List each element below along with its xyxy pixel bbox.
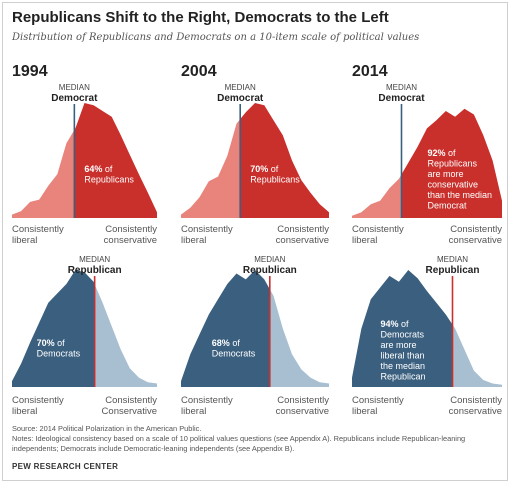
annotation-line: 92% of [428, 148, 457, 158]
panel-republicans-2014: 2014MEDIANDemocratConsistentlyliberalCon… [352, 63, 502, 246]
annotation-line: Democrats [37, 349, 81, 359]
chart-title: Republicans Shift to the Right, Democrat… [12, 9, 389, 26]
axis-end-label: Consistently [277, 224, 329, 235]
area-left-of-median [181, 119, 241, 218]
axis-end-label: conservative [276, 235, 329, 246]
annotation-line: 64% of [84, 164, 113, 174]
year-label: 2004 [181, 63, 217, 80]
median-caption: MEDIAN [225, 83, 256, 92]
panel-democrats-2014: MEDIANRepublicanConsistentlyliberalConsi… [352, 255, 502, 417]
annotation-line: are more [428, 169, 464, 179]
median-label: Republican [243, 265, 297, 276]
axis-end-label: conservative [104, 235, 157, 246]
area-left-of-median [352, 174, 402, 218]
median-caption: MEDIAN [254, 255, 285, 264]
area-right-of-median [269, 289, 329, 387]
figure-frame [2, 2, 508, 481]
annotation-line: 70% of [250, 164, 279, 174]
annotation-text: of [448, 148, 456, 158]
axis-end-label: liberal [352, 235, 377, 246]
annotation-line: than the median [428, 190, 493, 200]
axis-end-label: Consistently [277, 395, 329, 406]
panel-democrats-2004: MEDIANRepublicanConsistentlyliberalConsi… [181, 255, 329, 417]
annotation-line: Republican [381, 372, 426, 382]
median-caption: MEDIAN [437, 255, 468, 264]
annotation-percent: 92% [428, 148, 449, 158]
median-label: Republican [426, 265, 480, 276]
annotation-text: of [57, 338, 65, 348]
axis-end-label: liberal [181, 406, 206, 417]
area-left-of-median [12, 270, 95, 387]
median-caption: MEDIAN [386, 83, 417, 92]
annotation-line: 70% of [37, 338, 66, 348]
annotation-line: Republicans [428, 159, 478, 169]
axis-end-label: conservative [449, 235, 502, 246]
annotation-text: of [401, 319, 409, 329]
annotation-text: of [271, 164, 279, 174]
median-label: Republican [68, 265, 122, 276]
annotation-line: Republicans [250, 175, 300, 185]
axis-end-label: Consistently [450, 395, 502, 406]
median-label: Democrat [378, 93, 425, 104]
source-text: Source: 2014 Political Polarization in t… [12, 424, 202, 433]
area-left-of-median [181, 270, 270, 387]
notes-text: Notes: Ideological consistency based on … [12, 434, 466, 453]
area-right-of-median [240, 103, 329, 218]
panel-democrats-1994: MEDIANRepublicanConsistentlyliberalConsi… [12, 255, 157, 417]
area-right-of-median [94, 284, 157, 387]
footer-notes: Source: 2014 Political Polarization in t… [12, 424, 502, 454]
median-caption: MEDIAN [59, 83, 90, 92]
axis-end-label: Consistently [181, 224, 233, 235]
area-right-of-median [401, 108, 502, 218]
annotation-line: liberal than [381, 351, 425, 361]
organization-name: PEW RESEARCH CENTER [12, 462, 119, 471]
axis-end-label: Conservative [102, 406, 157, 417]
axis-end-label: Consistently [105, 395, 157, 406]
year-label: 1994 [12, 63, 48, 80]
area-left-of-median [352, 270, 453, 387]
axis-end-label: Consistently [12, 224, 64, 235]
axis-end-label: Consistently [352, 224, 404, 235]
annotation-line: conservative [428, 180, 479, 190]
median-caption: MEDIAN [79, 255, 110, 264]
axis-end-label: conservative [449, 406, 502, 417]
axis-end-label: Consistently [352, 395, 404, 406]
annotation-line: Democrats [212, 349, 256, 359]
annotation-text: of [232, 338, 240, 348]
annotation-percent: 70% [250, 164, 271, 174]
axis-end-label: Consistently [181, 395, 233, 406]
annotation-line: 68% of [212, 338, 241, 348]
panel-republicans-1994: 1994MEDIANDemocratConsistentlyliberalCon… [12, 63, 157, 246]
annotation-line: the median [381, 361, 426, 371]
annotation-line: Democrats [381, 330, 425, 340]
panel-republicans-2004: 2004MEDIANDemocratConsistentlyliberalCon… [181, 63, 329, 246]
annotation-line: Democrat [428, 201, 468, 211]
axis-end-label: liberal [352, 406, 377, 417]
median-label: Democrat [51, 93, 98, 104]
annotation-percent: 64% [84, 164, 105, 174]
annotation-percent: 94% [381, 319, 402, 329]
year-label: 2014 [352, 63, 388, 80]
axis-end-label: conservative [276, 406, 329, 417]
axis-end-label: Consistently [12, 395, 64, 406]
area-left-of-median [12, 130, 75, 218]
median-label: Democrat [217, 93, 264, 104]
area-right-of-median [452, 324, 502, 387]
annotation-percent: 70% [37, 338, 58, 348]
axis-end-label: liberal [12, 235, 37, 246]
axis-end-label: liberal [12, 406, 37, 417]
axis-end-label: Consistently [450, 224, 502, 235]
axis-end-label: liberal [181, 235, 206, 246]
chart-subtitle: Distribution of Republicans and Democrat… [12, 32, 420, 43]
annotation-text: of [105, 164, 113, 174]
annotation-line: are more [381, 340, 417, 350]
annotation-percent: 68% [212, 338, 233, 348]
annotation-line: Republicans [84, 175, 134, 185]
annotation-line: 94% of [381, 319, 410, 329]
axis-end-label: Consistently [105, 224, 157, 235]
area-right-of-median [74, 103, 157, 218]
